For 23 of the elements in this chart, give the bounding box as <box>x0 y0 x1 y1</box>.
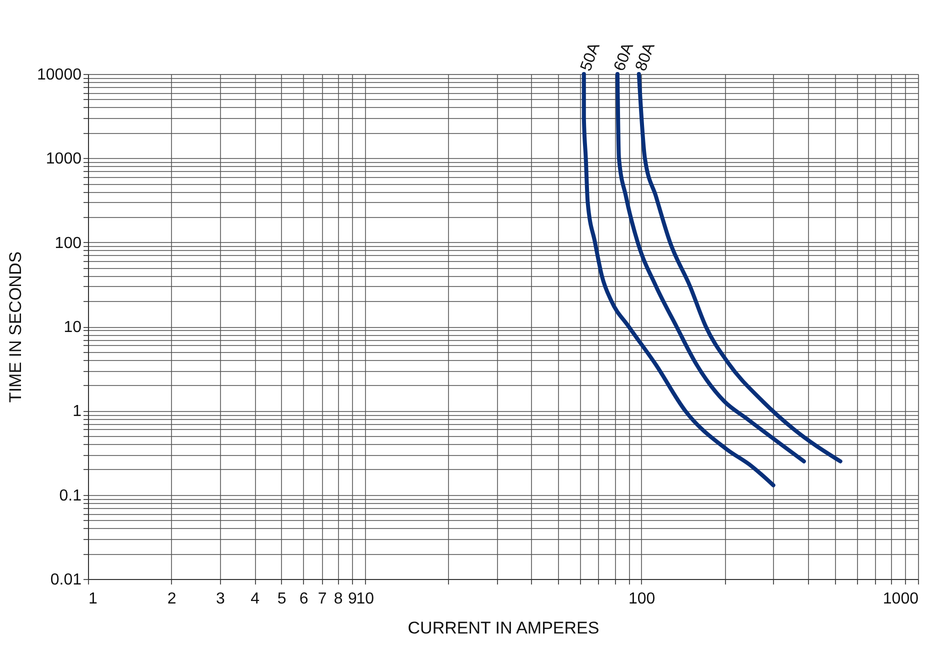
x-tick-label: 4 <box>250 590 260 608</box>
x-tick-label: 1 <box>88 590 98 608</box>
y-axis-title: TIME IN SECONDS <box>6 251 26 403</box>
y-tick-label: 100 <box>54 234 82 252</box>
x-tick-label: 9 <box>348 590 358 608</box>
text: 50A <box>578 40 604 74</box>
y-tick-label: 10000 <box>37 66 82 84</box>
x-tick-label: 1000 <box>882 590 919 608</box>
y-tick-label: 1 <box>72 403 82 420</box>
y-tick-label: 0.01 <box>50 572 82 588</box>
x-tick-label: 8 <box>334 590 343 608</box>
x-tick-label: 6 <box>299 590 308 608</box>
x-tick-label: 3 <box>216 590 226 608</box>
x-tick-label: 10 <box>356 590 374 608</box>
x-tick-label: 7 <box>318 590 327 608</box>
x-tick-label: 2 <box>167 590 176 608</box>
x-tick-label: 100 <box>628 590 656 608</box>
x-axis-title: CURRENT IN AMPERES <box>408 618 600 638</box>
y-tick-label: 10 <box>64 319 82 336</box>
y-tick-label: 1000 <box>46 150 82 168</box>
y-tick-label: 0.1 <box>59 487 82 504</box>
text: 80A <box>632 40 659 74</box>
x-tick-label: 5 <box>277 590 286 608</box>
